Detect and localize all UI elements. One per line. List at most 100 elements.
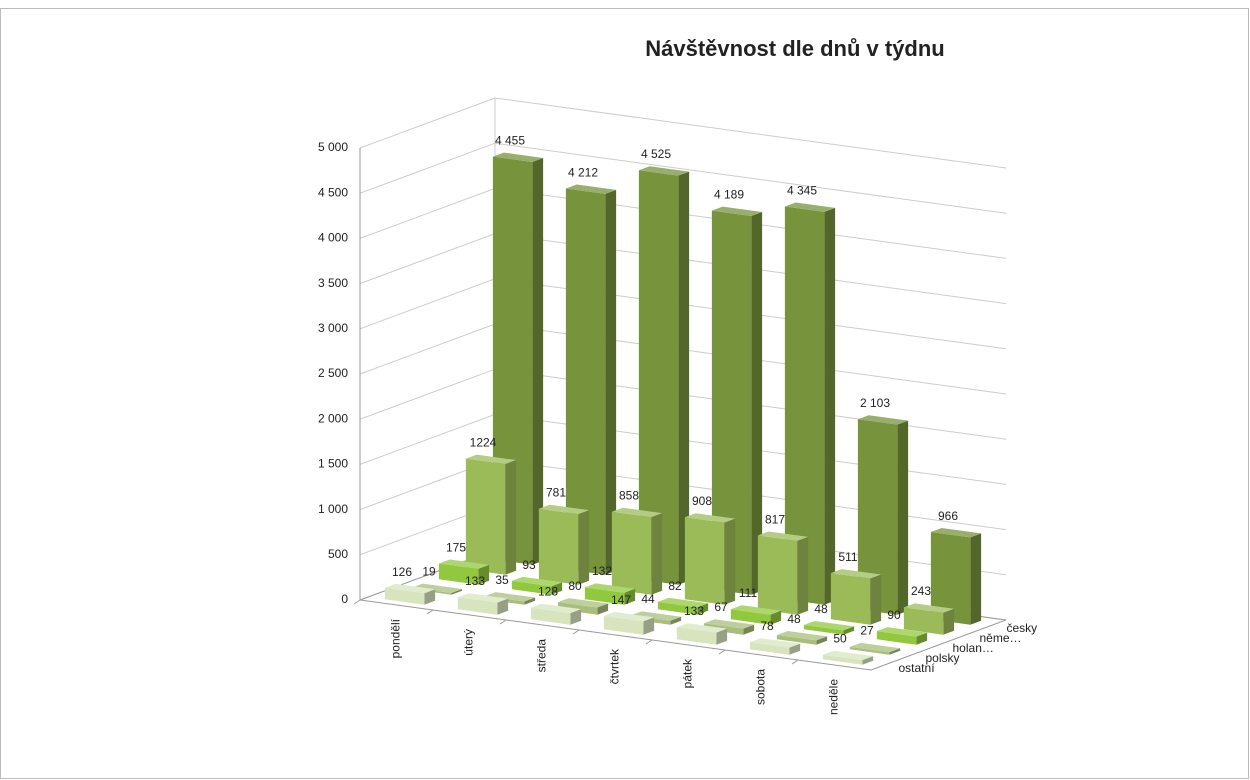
bar xyxy=(465,454,517,575)
value-label: 4 525 xyxy=(641,147,671,161)
bar-front xyxy=(611,511,652,595)
y-tick-label: 4 000 xyxy=(318,231,348,245)
value-label: 67 xyxy=(714,600,728,614)
bar-top xyxy=(776,630,828,641)
y-tick-label: 3 500 xyxy=(318,276,348,290)
value-label: 93 xyxy=(522,558,536,572)
bar-front xyxy=(584,587,625,605)
bar-side xyxy=(716,628,728,645)
bar-top xyxy=(603,612,655,622)
bar-top xyxy=(784,202,836,212)
bar-top xyxy=(557,598,609,608)
y-tick-label: 0 xyxy=(341,592,348,606)
bar xyxy=(676,623,728,645)
bar xyxy=(557,598,609,615)
bar-side xyxy=(605,189,617,575)
bar-top xyxy=(511,576,563,587)
bar-top xyxy=(903,603,955,613)
x-tick xyxy=(353,599,361,605)
bar-top xyxy=(638,166,690,176)
bar-side xyxy=(451,588,463,595)
x-tick xyxy=(791,659,799,665)
bar-side xyxy=(970,533,982,625)
bar-top xyxy=(438,559,490,569)
value-label: 858 xyxy=(619,489,639,503)
bar xyxy=(511,576,563,595)
bar-top xyxy=(803,620,855,631)
bar-side xyxy=(524,597,536,605)
bar-front xyxy=(538,508,579,585)
bar-side xyxy=(743,624,755,635)
bar xyxy=(584,583,636,605)
value-label: 4 345 xyxy=(787,183,817,197)
value-label: 111 xyxy=(739,586,758,600)
bar-side xyxy=(943,608,955,635)
x-tick-label: úterý xyxy=(462,629,476,656)
bar xyxy=(903,603,955,635)
y-tick-label: 3 000 xyxy=(318,321,348,335)
bar xyxy=(603,612,655,635)
series-label: něme… xyxy=(980,631,1022,645)
bar xyxy=(784,202,836,605)
bar-side xyxy=(824,207,836,605)
bar xyxy=(857,415,909,615)
value-label: 133 xyxy=(684,604,704,618)
bar-side xyxy=(532,157,544,565)
y-tick-label: 2 000 xyxy=(318,411,348,425)
bar-front xyxy=(557,602,598,615)
value-label: 48 xyxy=(787,612,801,626)
series-label: holan… xyxy=(953,641,994,655)
bar-side xyxy=(724,518,736,605)
bar-top xyxy=(611,507,663,518)
value-label: 50 xyxy=(833,632,847,646)
bar-top xyxy=(857,415,909,425)
bar-side xyxy=(478,564,490,585)
value-label: 175 xyxy=(446,540,466,554)
value-label: 147 xyxy=(611,593,631,607)
bar-side xyxy=(678,171,690,585)
bar-top xyxy=(465,454,517,465)
bar xyxy=(438,559,490,585)
value-label: 82 xyxy=(668,579,682,593)
bar-front xyxy=(776,634,817,645)
bar-top xyxy=(411,583,463,593)
value-label: 2 103 xyxy=(860,396,890,410)
x-tick-label: neděle xyxy=(827,679,841,715)
bar-front xyxy=(465,458,506,575)
value-label: 966 xyxy=(938,509,958,523)
bar-top xyxy=(830,569,882,579)
bar xyxy=(876,627,928,645)
chart-title: Návštěvnost dle dnů v týdnu xyxy=(645,36,945,61)
value-label: 80 xyxy=(568,579,582,593)
bar-top xyxy=(703,619,755,629)
bar-side xyxy=(889,648,901,655)
value-label: 44 xyxy=(641,592,655,606)
bar-front xyxy=(657,601,698,615)
bar-front xyxy=(457,597,498,615)
x-tick-label: pátek xyxy=(681,658,695,688)
bar-side xyxy=(551,582,563,595)
x-tick-label: středa xyxy=(535,639,549,673)
bar-side xyxy=(697,603,709,615)
bar-top xyxy=(749,638,801,648)
bar-side xyxy=(862,656,874,665)
bar-top xyxy=(538,504,590,515)
bar xyxy=(803,620,855,635)
bar xyxy=(849,642,901,655)
value-label: 817 xyxy=(765,512,785,526)
bar-side xyxy=(651,513,663,595)
bar-side xyxy=(770,610,782,625)
bar-top xyxy=(757,531,809,541)
y-tick-label: 1 000 xyxy=(318,502,348,516)
bar-side xyxy=(897,420,909,615)
bar-front xyxy=(530,607,571,625)
bar-top xyxy=(457,593,509,603)
value-label: 4 189 xyxy=(714,187,744,201)
bar-front xyxy=(384,587,425,605)
bar xyxy=(538,504,590,585)
x-tick xyxy=(572,629,580,635)
bar-top xyxy=(530,603,582,614)
bar xyxy=(711,206,763,595)
bar xyxy=(565,184,617,575)
